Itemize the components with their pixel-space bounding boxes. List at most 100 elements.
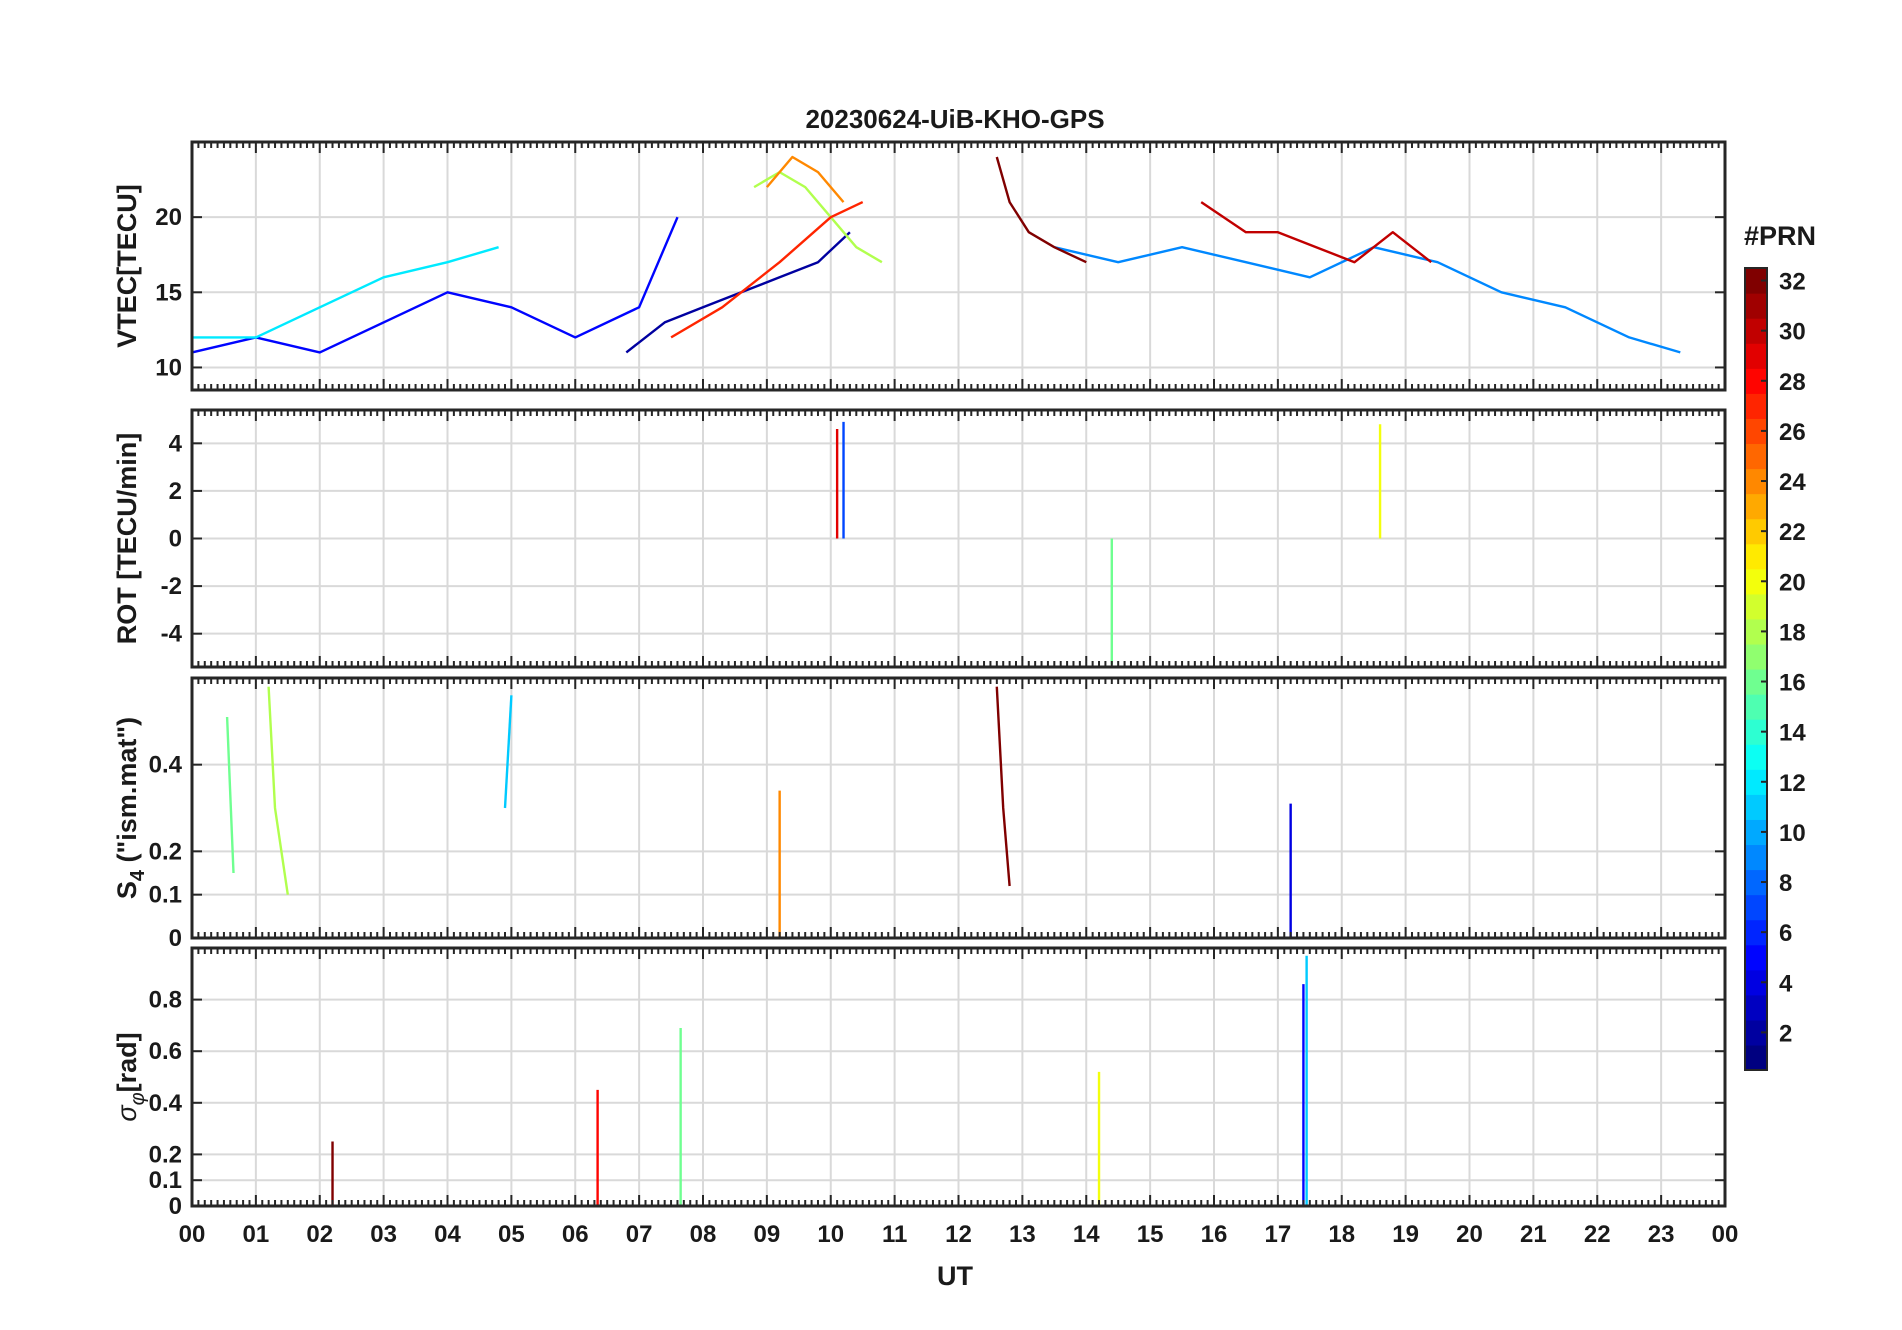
x-tick-label: 05 — [498, 1221, 525, 1248]
series-prn-18 — [753, 170, 883, 264]
y-tick-label: 0.2 — [149, 1141, 182, 1168]
colorbar-swatch — [1745, 518, 1767, 545]
grid-s4 — [192, 678, 1725, 938]
colorbar-swatch — [1745, 944, 1767, 971]
y-tick-label: 0.4 — [149, 1090, 183, 1117]
grid-rot — [192, 410, 1725, 667]
colorbar-swatches — [1745, 268, 1767, 1071]
ticks-vtec — [191, 142, 1726, 390]
colorbar-swatch — [1745, 593, 1767, 620]
colorbar-tick-label: 26 — [1779, 419, 1806, 446]
ticks-sigma-phi — [191, 948, 1726, 1207]
colorbar-swatch — [1745, 744, 1767, 770]
colorbar-swatch — [1745, 393, 1767, 419]
y-tick-label: 4 — [169, 430, 183, 457]
x-tick-label: 04 — [434, 1221, 461, 1248]
x-tick-label: 13 — [1009, 1221, 1036, 1248]
x-tick-label: 15 — [1137, 1221, 1164, 1248]
colorbar-swatch — [1745, 493, 1767, 520]
colorbar-swatch — [1745, 643, 1767, 670]
y-tick-label: 0.2 — [149, 838, 182, 865]
x-tick-label: 20 — [1456, 1221, 1483, 1248]
colorbar-swatch — [1745, 669, 1767, 695]
s4-label-rest: ("ism.mat") — [112, 717, 142, 870]
colorbar-title: #PRN — [1744, 221, 1816, 251]
series-s4 — [225, 686, 1292, 938]
x-tick-label: 00 — [179, 1221, 206, 1248]
series-prn-32 — [995, 156, 1087, 264]
y-tick-labels-sigma-phi: 00.10.2 0.4 0.6 0.8 — [149, 987, 183, 1220]
series-rot — [835, 421, 1382, 665]
colorbar-swatch — [1745, 418, 1767, 445]
ticks-rot — [191, 410, 1726, 667]
colorbar-tick-label: 28 — [1779, 369, 1806, 396]
y-tick-label: 2 — [169, 478, 182, 505]
x-tick-label: 08 — [690, 1221, 717, 1248]
chart-title: 20230624-UiB-KHO-GPS — [805, 104, 1104, 134]
y-axis-label-sigma-phi: σφ[rad] — [112, 1032, 149, 1121]
colorbar-swatch — [1745, 318, 1767, 344]
series-prn-12 — [192, 246, 499, 339]
colorbar-tick-label: 32 — [1779, 269, 1806, 296]
colorbar-swatch — [1745, 293, 1767, 319]
colorbar-swatch — [1745, 694, 1767, 720]
grid-vtec — [192, 142, 1725, 390]
y-tick-label: 0.4 — [149, 752, 183, 779]
series-vtec — [191, 155, 1681, 354]
y-tick-labels-vtec: 10 15 20 — [155, 204, 182, 381]
colorbar-tick-label: 24 — [1779, 469, 1806, 496]
x-tick-label: 06 — [562, 1221, 589, 1248]
x-tick-label: 12 — [945, 1221, 972, 1248]
series-sigma-phi — [331, 955, 1308, 1206]
series-prn-30 — [1200, 201, 1432, 264]
x-tick-label: 18 — [1328, 1221, 1355, 1248]
colorbar-swatch — [1745, 844, 1767, 871]
colorbar-swatch — [1745, 969, 1767, 996]
colorbar-frame — [1744, 267, 1768, 1071]
colorbar-tick-label: 6 — [1779, 920, 1792, 947]
sigma-label-rest: [rad] — [112, 1032, 142, 1092]
y-axis-label-rot: ROT [TECU/min] — [112, 433, 142, 644]
x-tick-label: 23 — [1648, 1221, 1675, 1248]
y-tick-label: 15 — [155, 279, 182, 306]
series-prn-18 — [267, 686, 289, 895]
colorbar-tick-label: 2 — [1779, 1020, 1792, 1047]
y-tick-labels-s4: 0 0.1 0.2 0.4 — [149, 752, 183, 952]
colorbar-swatch — [1745, 443, 1767, 470]
y-axis-label-vtec: VTEC[TECU] — [112, 184, 142, 348]
panel-s4: 0 0.1 0.2 0.4 S4 ("ism.mat") — [112, 676, 1727, 952]
grid-sigma-phi — [192, 948, 1725, 1206]
colorbar-tick-label: 22 — [1779, 519, 1806, 546]
y-tick-label: 0 — [169, 925, 182, 952]
s4-label-sub: 4 — [127, 869, 149, 881]
colorbar-swatch — [1745, 869, 1767, 896]
x-tick-label: 00 — [1712, 1221, 1739, 1248]
colorbar-swatch — [1745, 769, 1767, 795]
colorbar-tick-label: 16 — [1779, 670, 1806, 697]
colorbar-tick-label: 14 — [1779, 720, 1806, 747]
x-tick-label: 22 — [1584, 1221, 1611, 1248]
y-tick-label: 20 — [155, 204, 182, 231]
colorbar-swatch — [1745, 1044, 1767, 1071]
x-tick-label: 09 — [754, 1221, 781, 1248]
y-tick-labels-rot: -4 -2 0 2 4 — [161, 430, 183, 647]
colorbar-swatch — [1745, 994, 1767, 1021]
colorbar-swatch — [1745, 568, 1767, 595]
y-tick-label: 0.1 — [149, 1167, 182, 1194]
panel-rot: -4 -2 0 2 4 ROT [TECU/min] — [112, 408, 1727, 669]
s4-label-base: S — [112, 881, 142, 899]
series-prn-24 — [765, 155, 845, 203]
panel-vtec: 10 15 20 VTEC[TECU] — [112, 140, 1727, 392]
colorbar-tick-label: 20 — [1779, 569, 1806, 596]
colorbar-swatch — [1745, 268, 1767, 294]
colorbar-swatch — [1745, 368, 1767, 394]
series-prn-5 — [191, 216, 679, 354]
series-prn-32 — [995, 686, 1011, 887]
y-tick-label: 0 — [169, 526, 182, 553]
series-prn-11 — [503, 695, 513, 809]
colorbar-tick-label: 10 — [1779, 820, 1806, 847]
x-tick-label: 01 — [243, 1221, 270, 1248]
y-tick-label: -4 — [161, 621, 183, 648]
panel-sigma-phi: 00.10.2 0.4 0.6 0.8 σφ[rad] — [112, 946, 1727, 1220]
y-tick-label: 0.6 — [149, 1038, 182, 1065]
